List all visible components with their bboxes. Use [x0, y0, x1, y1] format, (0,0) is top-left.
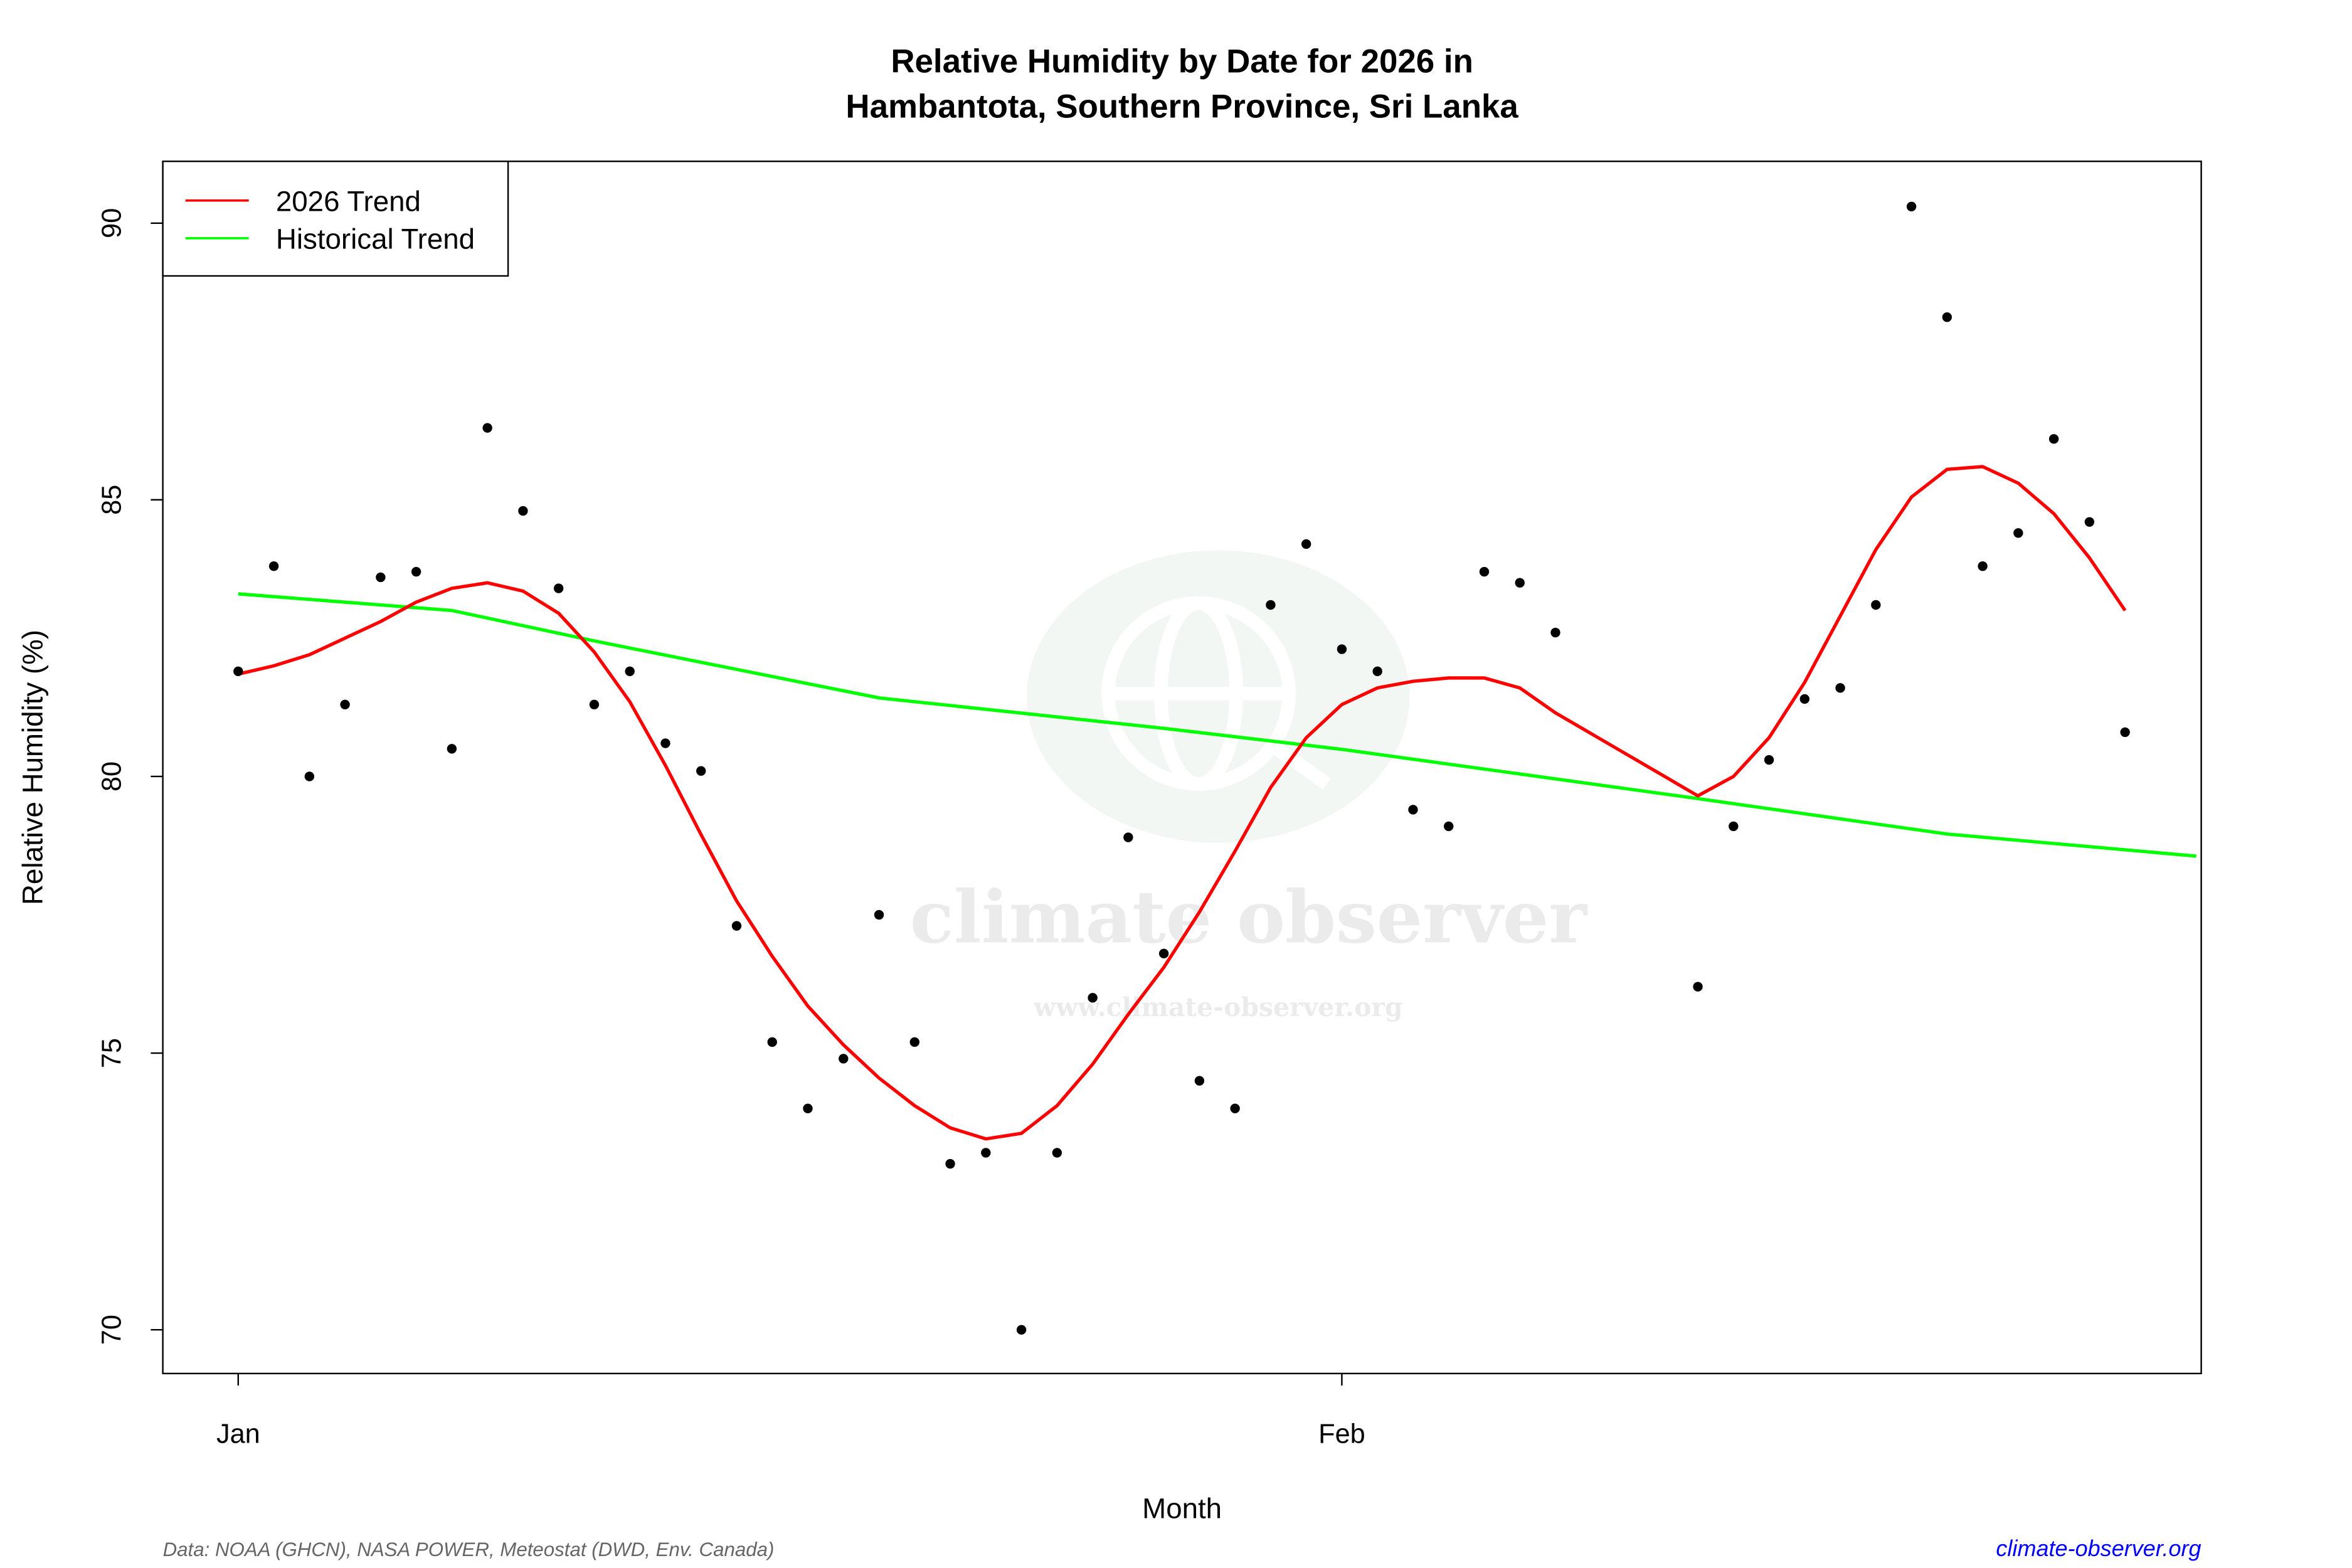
- y-tick-label: 90: [97, 208, 127, 238]
- data-point: [411, 566, 421, 577]
- legend-label-2026: 2026 Trend: [276, 186, 421, 218]
- y-tick-label: 80: [97, 761, 127, 792]
- chart-title: Relative Humidity by Date for 2026 in: [891, 43, 1473, 80]
- data-point: [981, 1148, 991, 1158]
- plot-frame: [162, 161, 2202, 1375]
- footer-source: Data: NOAA (GHCN), NASA POWER, Meteostat…: [163, 1539, 775, 1560]
- y-tick-label: 75: [97, 1038, 127, 1068]
- data-point: [839, 1054, 849, 1064]
- data-point: [909, 1037, 919, 1047]
- y-tick-label: 70: [97, 1315, 127, 1345]
- watermark-name: climate observer: [910, 875, 1588, 960]
- data-point: [553, 583, 564, 593]
- data-point: [1479, 566, 1490, 577]
- legend-label-historical: Historical Trend: [276, 223, 475, 255]
- chart-subtitle: Hambantota, Southern Province, Sri Lanka: [845, 88, 1518, 125]
- data-point: [767, 1037, 777, 1047]
- data-point: [518, 506, 528, 516]
- data-point: [1301, 539, 1311, 549]
- data-point: [1016, 1325, 1027, 1335]
- data-point: [945, 1158, 955, 1169]
- data-point: [1835, 683, 1845, 693]
- data-point: [1408, 805, 1418, 815]
- data-point: [1550, 627, 1560, 638]
- data-point: [1729, 821, 1739, 832]
- data-point: [1444, 821, 1454, 832]
- data-point: [660, 738, 670, 748]
- data-point: [1158, 948, 1169, 958]
- data-point: [1123, 832, 1133, 842]
- data-point: [731, 921, 742, 931]
- legend: 2026 Trend Historical Trend: [162, 161, 509, 277]
- y-tick-label: 85: [97, 485, 127, 515]
- data-point: [340, 699, 350, 709]
- data-point: [304, 771, 315, 781]
- data-point: [1337, 644, 1347, 654]
- data-point: [376, 572, 386, 583]
- data-point: [233, 666, 243, 677]
- data-point: [1693, 982, 1703, 992]
- data-point: [1942, 312, 1952, 322]
- data-point: [2013, 528, 2023, 538]
- data-point: [1266, 600, 1276, 610]
- series-line-historical-trend: [238, 592, 2196, 858]
- data-point: [1515, 578, 1525, 588]
- data-point: [1799, 694, 1810, 704]
- data-point: [1088, 993, 1098, 1003]
- x-tick-label: Jan: [216, 1419, 260, 1449]
- data-point: [268, 561, 279, 571]
- data-point: [625, 666, 635, 677]
- data-point: [447, 744, 457, 754]
- x-axis-label: Month: [1142, 1493, 1222, 1525]
- x-tick-label: Feb: [1318, 1419, 1365, 1449]
- data-point: [696, 766, 706, 776]
- series-line-2026-trend: [238, 465, 2127, 1141]
- data-point: [2048, 434, 2059, 444]
- data-point: [1871, 600, 1881, 610]
- data-point: [589, 699, 600, 709]
- data-point: [803, 1103, 813, 1113]
- data-point: [1052, 1148, 1062, 1158]
- data-point: [1978, 561, 1988, 571]
- footer-link[interactable]: climate-observer.org: [1996, 1535, 2201, 1561]
- data-point: [1372, 666, 1382, 677]
- data-point: [2084, 517, 2095, 527]
- data-point: [1230, 1103, 1240, 1113]
- data-point: [1194, 1076, 1205, 1086]
- data-point: [874, 909, 884, 920]
- y-axis-label: Relative Humidity (%): [16, 630, 48, 905]
- data-point: [1764, 755, 1774, 765]
- data-point: [2120, 727, 2130, 738]
- data-point: [1906, 201, 1917, 211]
- data-point: [482, 423, 492, 433]
